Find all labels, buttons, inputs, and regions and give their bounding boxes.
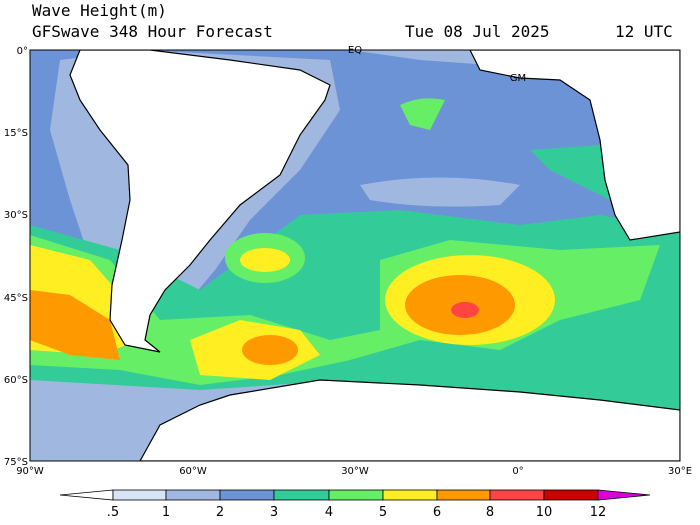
lat-label: 45°S	[4, 293, 28, 304]
colorbar-label: 5	[379, 505, 387, 520]
land	[69, 50, 680, 461]
colorbar-label: 10	[536, 505, 553, 520]
subtitle: GFSwave 348 Hour Forecast	[32, 22, 273, 41]
lon-label: 90°W	[16, 466, 44, 477]
colorbar-label: 8	[486, 505, 494, 520]
lon-label: 0°	[512, 466, 523, 477]
lat-label: 60°S	[4, 375, 28, 386]
colorbar-label: 3	[270, 505, 278, 520]
colorbar-label: 12	[590, 505, 607, 520]
lon-label: 30°E	[668, 466, 692, 477]
lat-label: 15°S	[4, 128, 28, 139]
lat-label: 0°	[17, 46, 28, 57]
time: 12 UTC	[615, 22, 673, 41]
colorbar-label: .5	[107, 505, 119, 520]
lat-label: 30°S	[4, 210, 28, 221]
lon-label: 60°W	[179, 466, 207, 477]
lon-label: 30°W	[341, 466, 369, 477]
lat-label: 75°S	[4, 457, 28, 468]
colorbar-label: 2	[216, 505, 224, 520]
title: Wave Height(m)	[32, 1, 167, 20]
date: Tue 08 Jul 2025	[405, 22, 550, 41]
colorbar-label: 4	[325, 505, 333, 520]
colorbar	[59, 489, 651, 501]
colorbar-label: 1	[162, 505, 170, 520]
marker-label: EQ	[348, 45, 362, 56]
map-frame	[29, 49, 681, 462]
colorbar-labels: .5 1 2 3 4 5 6 8 10 12	[107, 505, 606, 520]
colorbar-label: 6	[433, 505, 441, 520]
marker-label: GM	[510, 73, 526, 84]
